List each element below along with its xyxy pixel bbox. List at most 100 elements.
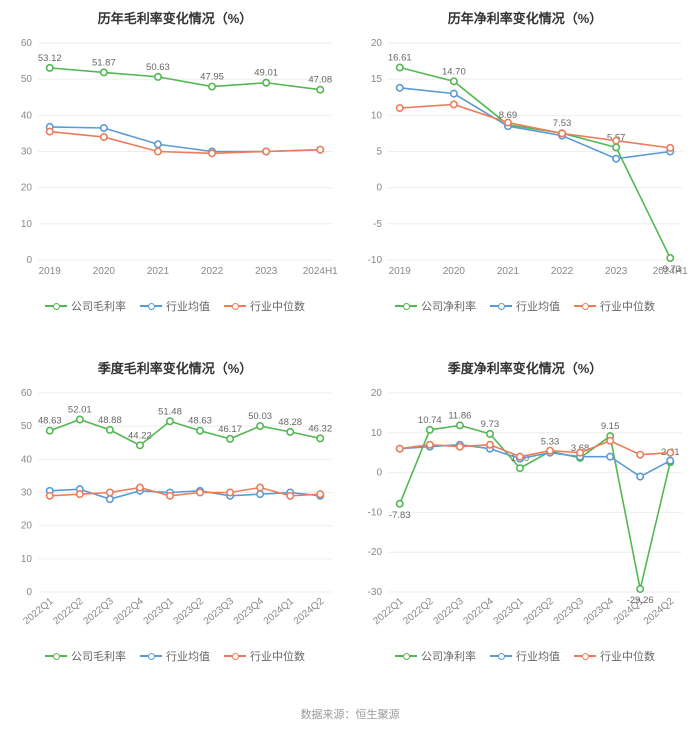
svg-text:2023Q2: 2023Q2	[522, 596, 557, 628]
data-source-footer: 数据来源：恒生聚源	[0, 700, 700, 722]
legend-swatch	[574, 651, 596, 661]
legend-label: 公司毛利率	[71, 648, 126, 664]
svg-text:30: 30	[21, 147, 33, 158]
svg-text:2022Q1: 2022Q1	[21, 596, 56, 628]
svg-text:48.63: 48.63	[38, 416, 62, 427]
svg-text:20: 20	[21, 521, 33, 532]
svg-text:2020: 2020	[93, 266, 116, 277]
svg-text:2023Q4: 2023Q4	[582, 596, 617, 628]
svg-text:-30: -30	[368, 587, 383, 598]
legend-swatch	[395, 651, 417, 661]
legend-label: 公司净利率	[421, 648, 476, 664]
legend-swatch	[45, 301, 67, 311]
legend-label: 公司毛利率	[71, 298, 126, 314]
chart-area: -10-505101520201920202021202220232024H11…	[354, 33, 696, 288]
svg-text:-9.73: -9.73	[659, 264, 681, 275]
legend-swatch	[224, 301, 246, 311]
panel-quarterly-net: 季度净利率变化情况（%） -30-20-10010202022Q12022Q22…	[350, 350, 700, 700]
svg-text:44.22: 44.22	[128, 430, 152, 441]
legend-swatch	[490, 301, 512, 311]
svg-text:2022Q3: 2022Q3	[431, 596, 466, 628]
legend-swatch	[140, 651, 162, 661]
svg-text:20: 20	[371, 388, 383, 399]
svg-text:2020: 2020	[443, 266, 466, 277]
svg-text:48.28: 48.28	[278, 417, 302, 428]
svg-text:2024Q1: 2024Q1	[262, 596, 297, 628]
legend-label: 行业均值	[516, 648, 560, 664]
svg-text:5.33: 5.33	[541, 436, 560, 447]
panel-annual-gross: 历年毛利率变化情况（%） 010203040506020192020202120…	[0, 0, 350, 350]
legend-label: 行业中位数	[250, 298, 305, 314]
svg-text:2023Q3: 2023Q3	[552, 596, 587, 628]
chart-title: 季度净利率变化情况（%）	[354, 358, 696, 377]
svg-text:-10: -10	[368, 507, 383, 518]
svg-text:2022Q3: 2022Q3	[81, 596, 116, 628]
chart-grid: 历年毛利率变化情况（%） 010203040506020192020202120…	[0, 0, 700, 700]
svg-text:2023Q2: 2023Q2	[172, 596, 207, 628]
svg-text:2024Q2: 2024Q2	[292, 596, 327, 628]
svg-text:48.63: 48.63	[188, 416, 212, 427]
svg-text:0: 0	[26, 587, 32, 598]
svg-text:2022: 2022	[201, 266, 224, 277]
chart-title: 历年净利率变化情况（%）	[354, 8, 696, 27]
legend-label: 行业均值	[166, 298, 210, 314]
svg-text:40: 40	[21, 110, 33, 121]
legend-swatch	[395, 301, 417, 311]
legend-swatch	[574, 301, 596, 311]
svg-text:10.74: 10.74	[418, 415, 442, 426]
svg-text:20: 20	[21, 183, 33, 194]
svg-text:60: 60	[21, 38, 33, 49]
legend-swatch	[45, 651, 67, 661]
svg-text:2024H1: 2024H1	[303, 266, 338, 277]
svg-text:10: 10	[371, 428, 383, 439]
svg-text:47.08: 47.08	[308, 75, 332, 86]
svg-text:9.73: 9.73	[481, 419, 500, 430]
svg-text:2023Q1: 2023Q1	[492, 596, 527, 628]
svg-text:9.15: 9.15	[601, 421, 620, 432]
panel-quarterly-gross: 季度毛利率变化情况（%） 01020304050602022Q12022Q220…	[0, 350, 350, 700]
svg-text:50.63: 50.63	[146, 62, 170, 73]
legend: 公司净利率 行业均值行业中位数	[354, 648, 696, 664]
legend-label: 行业均值	[166, 648, 210, 664]
svg-text:2019: 2019	[39, 266, 62, 277]
legend-item-avg: 行业均值	[490, 298, 560, 314]
svg-text:0: 0	[376, 468, 382, 479]
svg-text:2022Q4: 2022Q4	[462, 596, 497, 628]
svg-text:20: 20	[371, 38, 383, 49]
svg-text:10: 10	[21, 219, 33, 230]
svg-text:2019: 2019	[389, 266, 412, 277]
legend-item-company: 公司净利率	[395, 648, 476, 664]
legend: 公司毛利率 行业均值 行业中位数	[4, 298, 346, 314]
svg-text:50.03: 50.03	[248, 411, 272, 422]
svg-text:46.17: 46.17	[218, 424, 242, 435]
legend-item-median: 行业中位数	[574, 648, 655, 664]
svg-text:0: 0	[26, 255, 32, 266]
svg-text:40: 40	[21, 454, 33, 465]
legend-item-company: 公司毛利率	[45, 648, 126, 664]
svg-text:52.01: 52.01	[68, 405, 92, 416]
svg-text:5: 5	[376, 147, 382, 158]
svg-text:47.95: 47.95	[200, 72, 224, 83]
svg-text:0: 0	[376, 183, 382, 194]
svg-text:2022Q1: 2022Q1	[371, 596, 406, 628]
svg-text:15: 15	[371, 74, 383, 85]
svg-text:2021: 2021	[497, 266, 520, 277]
svg-text:53.12: 53.12	[38, 53, 62, 64]
chart-title: 季度毛利率变化情况（%）	[4, 358, 346, 377]
svg-text:2021: 2021	[147, 266, 170, 277]
panel-annual-net: 历年净利率变化情况（%） -10-50510152020192020202120…	[350, 0, 700, 350]
svg-text:11.86: 11.86	[448, 410, 471, 421]
legend-item-avg: 行业均值	[140, 648, 210, 664]
svg-text:48.88: 48.88	[98, 415, 122, 426]
svg-text:60: 60	[21, 388, 33, 399]
svg-text:-20: -20	[368, 547, 383, 558]
legend-item-company: 公司净利率	[395, 298, 476, 314]
svg-text:-7.83: -7.83	[389, 510, 411, 521]
legend-label: 公司净利率	[421, 298, 476, 314]
svg-text:46.32: 46.32	[308, 423, 332, 434]
legend: 公司净利率行业均值行业中位数	[354, 298, 696, 314]
legend-swatch	[140, 301, 162, 311]
svg-text:51.87: 51.87	[92, 57, 116, 68]
legend-swatch	[490, 651, 512, 661]
svg-text:49.01: 49.01	[254, 68, 278, 79]
